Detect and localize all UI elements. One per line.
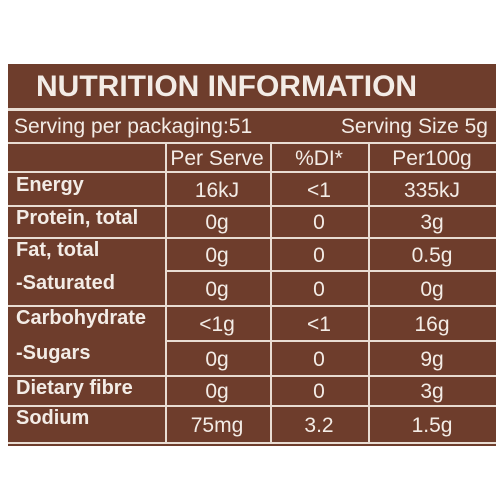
row-label: Fat, total <box>16 239 100 261</box>
row-label: Dietary fibre <box>16 377 133 399</box>
serving-per-packaging: Serving per packaging:51 <box>14 115 253 138</box>
row-label: Sodium <box>16 407 90 429</box>
cell-value: 0 <box>313 347 325 371</box>
rule <box>8 237 496 239</box>
rule <box>165 270 496 272</box>
cell-value: 0 <box>313 380 325 403</box>
cell-value: 0g <box>205 380 229 403</box>
column-header: Per100g <box>392 147 472 170</box>
row-label: -Saturated <box>16 272 115 294</box>
serving-size: Serving Size 5g <box>340 115 488 138</box>
row-label: -Sugars <box>16 342 91 364</box>
cell-value: 0g <box>205 211 229 234</box>
rule <box>368 144 370 442</box>
cell-value: 16g <box>414 312 450 336</box>
cell-value: 0 <box>313 243 325 267</box>
cell-value: 0.5g <box>411 243 453 267</box>
title: NUTRITION INFORMATION <box>36 70 418 103</box>
cell-value: <1 <box>307 312 331 336</box>
cell-value: 3g <box>420 380 444 403</box>
rule <box>8 305 496 307</box>
nutrition-label: NUTRITION INFORMATION Serving per packagi… <box>8 64 496 446</box>
rule <box>8 171 496 173</box>
cell-value: 9g <box>420 347 444 371</box>
cell-value: 75mg <box>190 413 244 437</box>
cell-value: 0g <box>205 347 229 371</box>
rule <box>8 108 496 111</box>
cell-value: 1.5g <box>411 413 453 437</box>
cell-value: 0g <box>420 277 444 301</box>
cell-value: <1g <box>199 312 235 336</box>
row-label: Carbohydrate <box>16 307 147 329</box>
rule <box>165 340 496 342</box>
cell-value: <1 <box>307 178 331 202</box>
column-header: Per Serve <box>170 147 264 170</box>
cell-value: 0g <box>205 243 229 267</box>
row-label: Energy <box>16 174 84 196</box>
rule <box>270 144 272 442</box>
rule <box>8 142 496 144</box>
cell-value: 0 <box>313 211 325 234</box>
rule <box>8 205 496 207</box>
cell-value: 3g <box>420 211 444 234</box>
cell-value: 335kJ <box>403 178 461 202</box>
cell-value: 16kJ <box>194 178 240 202</box>
rule <box>165 144 167 442</box>
column-header: %DI* <box>295 147 343 170</box>
cell-value: 3.2 <box>304 413 334 437</box>
rule <box>8 442 496 444</box>
cell-value: 0g <box>205 277 229 301</box>
rule <box>8 375 496 377</box>
cell-value: 0 <box>313 277 325 301</box>
rule <box>8 405 496 407</box>
row-label: Protein, total <box>16 207 139 229</box>
